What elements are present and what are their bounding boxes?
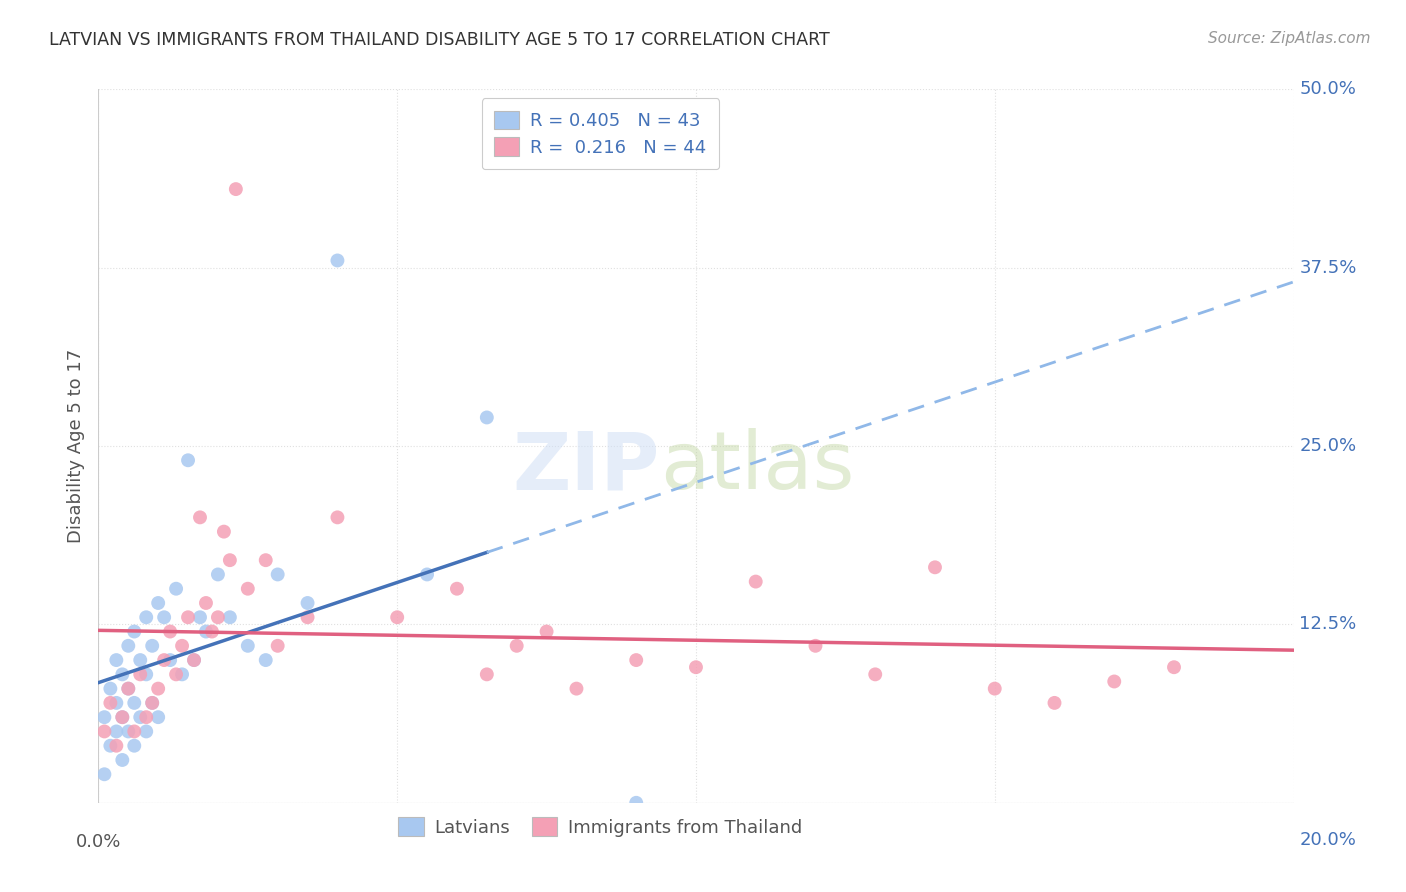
Point — [1163, 660, 1185, 674]
Point — [129, 653, 152, 667]
Point — [297, 596, 319, 610]
Point — [135, 724, 157, 739]
Point — [117, 639, 139, 653]
Point — [117, 681, 139, 696]
Point — [254, 553, 277, 567]
Point — [475, 667, 498, 681]
Point — [93, 767, 115, 781]
Text: ZIP: ZIP — [513, 428, 661, 507]
Point — [172, 667, 194, 681]
Point — [159, 624, 181, 639]
Point — [212, 524, 235, 539]
Point — [93, 724, 115, 739]
Point — [188, 510, 211, 524]
Point — [98, 739, 122, 753]
Point — [93, 710, 115, 724]
Point — [135, 610, 157, 624]
Point — [153, 610, 176, 624]
Point — [124, 739, 146, 753]
Point — [148, 710, 170, 724]
Point — [225, 182, 247, 196]
Point — [129, 710, 152, 724]
Point — [446, 582, 468, 596]
Point — [135, 667, 157, 681]
Y-axis label: Disability Age 5 to 17: Disability Age 5 to 17 — [66, 349, 84, 543]
Point — [111, 710, 134, 724]
Point — [195, 596, 218, 610]
Point — [111, 753, 134, 767]
Point — [117, 681, 139, 696]
Point — [326, 510, 349, 524]
Point — [267, 639, 290, 653]
Point — [148, 681, 170, 696]
Point — [105, 724, 128, 739]
Point — [153, 653, 176, 667]
Point — [177, 610, 200, 624]
Point — [565, 681, 588, 696]
Point — [475, 410, 498, 425]
Point — [195, 624, 218, 639]
Text: 37.5%: 37.5% — [1299, 259, 1357, 277]
Point — [1104, 674, 1126, 689]
Point — [159, 653, 181, 667]
Point — [124, 724, 146, 739]
Point — [188, 610, 211, 624]
Point — [105, 696, 128, 710]
Point — [105, 739, 128, 753]
Point — [117, 724, 139, 739]
Point — [626, 796, 648, 810]
Text: Source: ZipAtlas.com: Source: ZipAtlas.com — [1208, 31, 1371, 46]
Text: LATVIAN VS IMMIGRANTS FROM THAILAND DISABILITY AGE 5 TO 17 CORRELATION CHART: LATVIAN VS IMMIGRANTS FROM THAILAND DISA… — [49, 31, 830, 49]
Point — [219, 553, 242, 567]
Text: 20.0%: 20.0% — [1299, 831, 1357, 849]
Point — [177, 453, 200, 467]
Point — [745, 574, 768, 589]
Point — [236, 582, 259, 596]
Point — [326, 253, 349, 268]
Point — [129, 667, 152, 681]
Point — [124, 624, 146, 639]
Point — [98, 681, 122, 696]
Point — [172, 639, 194, 653]
Point — [865, 667, 887, 681]
Point — [254, 653, 277, 667]
Point — [924, 560, 946, 574]
Point — [124, 696, 146, 710]
Point — [297, 610, 319, 624]
Point — [207, 610, 229, 624]
Point — [267, 567, 290, 582]
Point — [685, 660, 707, 674]
Point — [165, 667, 187, 681]
Point — [804, 639, 827, 653]
Point — [141, 639, 163, 653]
Point — [236, 639, 259, 653]
Legend: Latvians, Immigrants from Thailand: Latvians, Immigrants from Thailand — [391, 810, 810, 844]
Point — [135, 710, 157, 724]
Point — [141, 696, 163, 710]
Point — [183, 653, 205, 667]
Point — [506, 639, 529, 653]
Point — [207, 567, 229, 582]
Point — [626, 653, 648, 667]
Point — [183, 653, 205, 667]
Point — [105, 653, 128, 667]
Point — [141, 696, 163, 710]
Point — [984, 681, 1007, 696]
Point — [111, 710, 134, 724]
Point — [111, 667, 134, 681]
Text: 12.5%: 12.5% — [1299, 615, 1357, 633]
Point — [385, 610, 409, 624]
Point — [148, 596, 170, 610]
Text: 0.0%: 0.0% — [76, 833, 121, 851]
Point — [416, 567, 439, 582]
Point — [536, 624, 558, 639]
Text: 50.0%: 50.0% — [1299, 80, 1357, 98]
Point — [201, 624, 224, 639]
Point — [98, 696, 122, 710]
Point — [165, 582, 187, 596]
Point — [219, 610, 242, 624]
Text: 25.0%: 25.0% — [1299, 437, 1357, 455]
Point — [1043, 696, 1066, 710]
Text: atlas: atlas — [661, 428, 855, 507]
